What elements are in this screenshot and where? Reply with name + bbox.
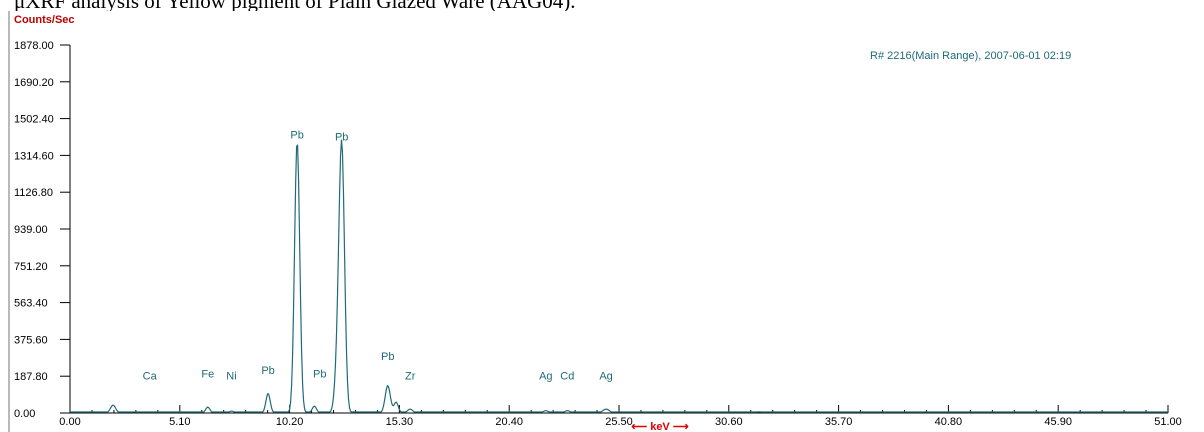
- peak-label-pb: Pb: [335, 132, 348, 144]
- peak-label-pb: Pb: [261, 365, 274, 377]
- y-tick-label: 0.00: [14, 408, 35, 420]
- x-tick-label: 5.10: [169, 416, 190, 428]
- x-ticks: 0.00 5.10 10.20 15.30 20.40 25.50 30.60 35.70 40…: [59, 405, 1182, 428]
- xrf-spectrum-chart: Counts/Sec R# 2216(Main Range), 2007-06-…: [14, 14, 1182, 432]
- peak-label-ag: Ag: [599, 371, 612, 383]
- y-tick-label: 1878.00: [14, 40, 54, 52]
- spectrum-trace: [70, 139, 1168, 413]
- x-tick-label: 45.90: [1044, 416, 1072, 428]
- peak-label-cd: Cd: [560, 371, 574, 383]
- x-tick-label: 51.00: [1154, 416, 1182, 428]
- y-tick-label: 187.80: [14, 371, 48, 383]
- y-axis-label: Counts/Sec: [14, 14, 75, 26]
- x-tick-label: 35.70: [825, 416, 853, 428]
- x-tick-label: 0.00: [59, 416, 80, 428]
- x-tick-label: 20.40: [495, 416, 523, 428]
- x-tick-label: 15.30: [386, 416, 414, 428]
- peak-label-pb: Pb: [313, 369, 326, 381]
- y-tick-label: 1126.80: [14, 187, 53, 199]
- peak-annotations: Ca Fe Ni Pb Pb Pb Pb Pb Zr Ag Cd Ag: [143, 130, 613, 383]
- y-tick-label: 563.40: [14, 298, 48, 310]
- peak-label-ni: Ni: [226, 371, 236, 383]
- x-tick-label: 25.50: [605, 416, 633, 428]
- y-tick-label: 1690.20: [14, 77, 54, 89]
- x-tick-label: 40.80: [935, 416, 963, 428]
- y-tick-label: 751.20: [14, 261, 48, 273]
- y-ticks: 0.00 187.80 375.60 563.40 751.20 939.00 1126.8…: [14, 40, 70, 420]
- y-tick-label: 375.60: [14, 334, 48, 346]
- peak-label-ca: Ca: [143, 371, 158, 383]
- x-tick-label: 30.60: [715, 416, 743, 428]
- x-axis-label: ⟵ keV ⟶: [631, 421, 688, 432]
- x-tick-label: 10.20: [276, 416, 304, 428]
- run-info-label: R# 2216(Main Range), 2007-06-01 02:19: [870, 50, 1071, 62]
- y-tick-label: 939.00: [14, 224, 48, 236]
- y-tick-label: 1502.40: [14, 114, 54, 126]
- peak-label-zr: Zr: [405, 371, 416, 383]
- peak-label-pb: Pb: [381, 351, 394, 363]
- peak-label-fe: Fe: [201, 369, 214, 381]
- spectrum-panel: Counts/Sec R# 2216(Main Range), 2007-06-…: [8, 11, 1204, 432]
- figure-caption: μXRF analysis of Yellow pigment of Plain…: [14, 0, 576, 13]
- y-tick-label: 1314.60: [14, 150, 54, 162]
- peak-label-pb: Pb: [290, 130, 303, 142]
- peak-label-ag: Ag: [539, 371, 552, 383]
